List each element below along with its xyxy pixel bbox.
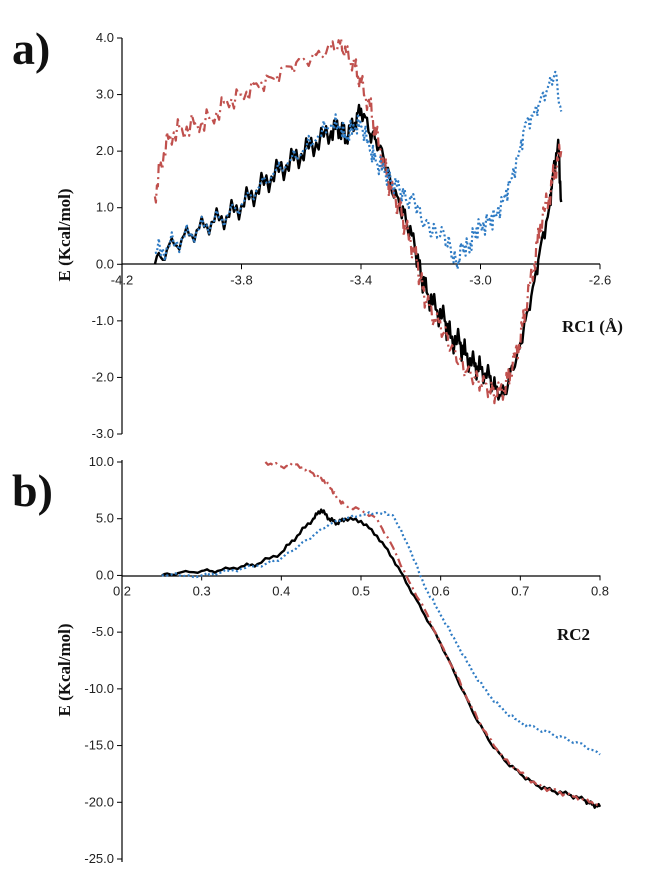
x-tick-label: -3.4 [350, 272, 372, 287]
x-tick-label: -2.6 [589, 272, 611, 287]
series-line-solid [153, 103, 563, 401]
y-tick-label: 5.0 [96, 511, 114, 526]
x-tick-label: 0.6 [432, 583, 450, 598]
series-line-dotted [154, 70, 563, 270]
y-tick-label: 0.0 [96, 567, 114, 582]
y-tick-label: -5.0 [92, 624, 114, 639]
y-tick-label: -25.0 [84, 851, 114, 866]
y-tick-label: 3.0 [96, 87, 114, 102]
x-tick-label: 0.2 [113, 583, 131, 598]
panel-a-x-label: RC1 (Å) [562, 317, 623, 336]
x-tick-label: 0.8 [591, 583, 609, 598]
y-tick-label: -10.0 [84, 681, 114, 696]
series-line-dashdot [264, 461, 601, 808]
series-line-solid [161, 508, 602, 809]
x-tick-label: 0.7 [511, 583, 529, 598]
x-tick-label: 0.5 [352, 583, 370, 598]
panel-a: a) E (Kcal/mol) RC1 (Å) 4.03.02.01.00.0-… [12, 23, 623, 441]
y-tick-label: 1.0 [96, 200, 114, 215]
panel-b-x-label: RC2 [557, 625, 590, 644]
series-line-dotted [161, 511, 601, 756]
panel-b-label: b) [12, 465, 53, 516]
y-tick-label: -2.0 [92, 369, 114, 384]
panel-a-label: a) [12, 23, 50, 74]
y-tick-label: 4.0 [96, 30, 114, 45]
panel-b: b) E (Kcal/mol) RC2 10.0 5.0 0.0 -5.0 -10.0 -… [12, 454, 609, 866]
y-tick-label: 10.0 [89, 454, 114, 469]
series-line-dashdot [153, 37, 563, 405]
y-tick-label: -20.0 [84, 794, 114, 809]
panel-b-y-label: E (Kcal/mol) [55, 623, 74, 716]
x-tick-label: -3.0 [469, 272, 491, 287]
y-tick-label: 0.0 [96, 256, 114, 271]
y-tick-label: -1.0 [92, 313, 114, 328]
x-tick-label: 0.3 [193, 583, 211, 598]
x-tick-label: -4.2 [111, 272, 133, 287]
panel-a-y-label: E (Kcal/mol) [55, 188, 74, 281]
x-tick-label: 0.4 [272, 583, 290, 598]
y-tick-label: -3.0 [92, 426, 114, 441]
x-tick-label: -3.8 [230, 272, 252, 287]
y-tick-label: -15.0 [84, 738, 114, 753]
y-tick-label: 2.0 [96, 143, 114, 158]
